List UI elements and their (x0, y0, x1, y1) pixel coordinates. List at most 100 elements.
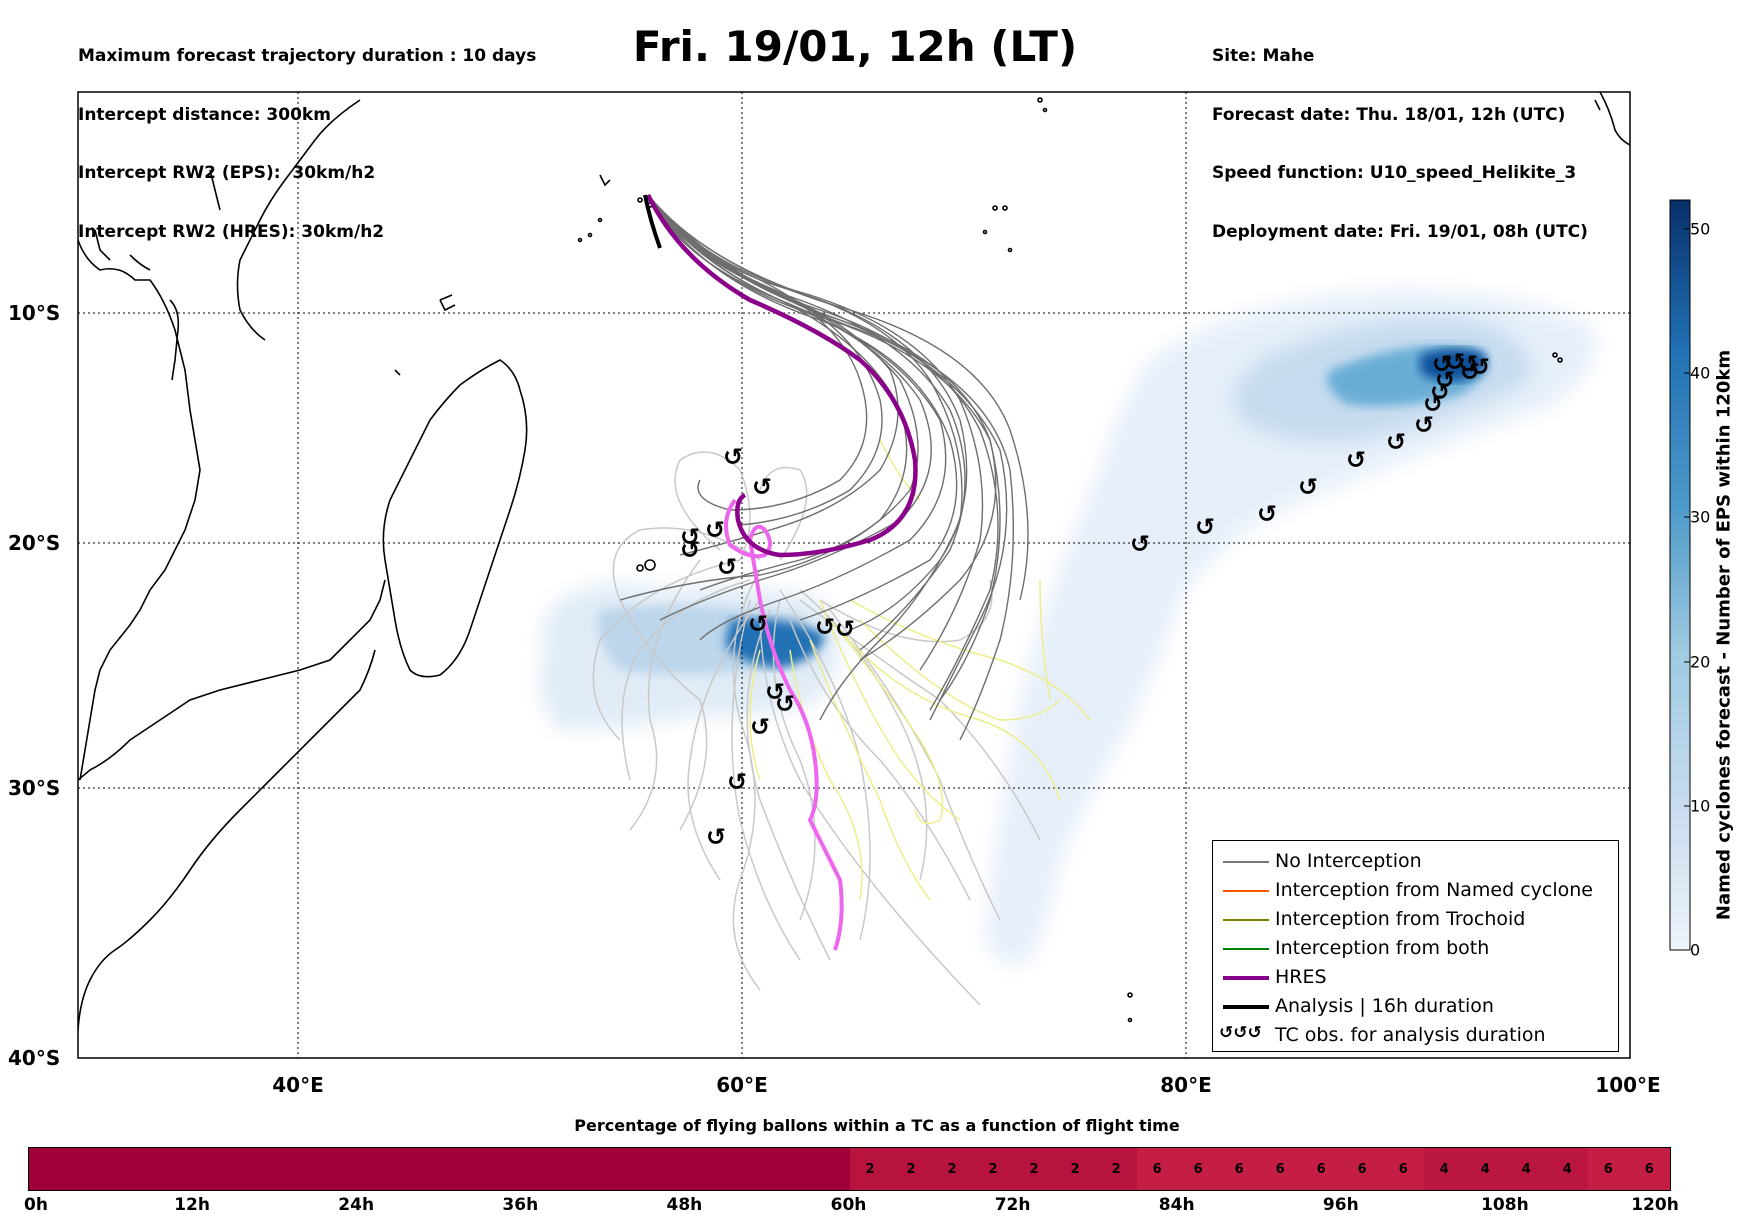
flight-time-hour-label: 48h (666, 1195, 703, 1215)
tc-obs-legend-icon: ↺↺↺ (1219, 1023, 1262, 1043)
legend-swatch (1223, 948, 1269, 950)
hres-pink-segment (724, 498, 844, 951)
tc-obs-symbol: ↺ (1195, 513, 1215, 541)
header-left-info: Maximum forecast trajectory duration : 1… (78, 8, 536, 262)
lon-label-40e: 40°E (272, 1073, 324, 1097)
legend-swatch (1223, 919, 1269, 921)
legend-label: No Interception (1275, 850, 1422, 872)
light-trajectories (592, 451, 1041, 1006)
site-line: Site: Mahe (1212, 46, 1315, 66)
cbar-tick-20: 20 (1690, 652, 1711, 672)
flight-time-segment: 2 (972, 1148, 1014, 1190)
tc-obs-symbol: ↺ (1458, 350, 1478, 378)
flight-time-segment: 2 (1013, 1148, 1055, 1190)
map-title: Fri. 19/01, 12h (LT) (632, 22, 1078, 71)
cbar-tick-0: 0 (1690, 940, 1701, 960)
legend-label: Interception from Trochoid (1275, 908, 1526, 930)
cbar-tick-50: 50 (1690, 219, 1711, 239)
map-frame (77, 91, 1631, 1059)
tc-obs-symbol: ↺ (1423, 390, 1443, 418)
yellow-trajectories (749, 439, 1091, 901)
legend-item-no-interception: No Interception (1213, 849, 1618, 875)
flight-time-hour-label: 36h (502, 1195, 539, 1215)
flight-time-segment: 4 (1505, 1148, 1547, 1190)
tc-obs-symbol: ↺ (1257, 500, 1277, 528)
lon-labels: 40°E 60°E 80°E 100°E (272, 1073, 1660, 1097)
analysis-track (643, 194, 662, 249)
lon-label-60e: 60°E (716, 1073, 768, 1097)
tc-obs-symbol: ↺ (775, 690, 795, 718)
tc-obs-symbol: ↺ (1470, 353, 1490, 381)
tc-obs-symbol: ↺ (1414, 411, 1434, 439)
legend-item-analysis: Analysis | 16h duration (1213, 994, 1618, 1020)
flight-time-segment: 6 (1382, 1148, 1424, 1190)
flight-time-segment: 2 (1054, 1148, 1096, 1190)
flight-time-hour-label: 96h (1322, 1195, 1359, 1215)
tc-obs-symbol: ↺ (815, 613, 835, 641)
tc-obs-symbol: ↺ (723, 443, 743, 471)
coastline (78, 92, 1630, 1031)
intercept-hres-line: Intercept RW2 (HRES): 30km/h2 (78, 221, 385, 242)
lat-label-10s: 10°S (8, 301, 60, 325)
tc-obs-symbol: ↺ (727, 768, 747, 796)
flight-time-hour-label: 84h (1158, 1195, 1195, 1215)
flight-time-bar-title: Percentage of flying ballons within a TC… (574, 1116, 1180, 1135)
flight-time-hour-label: 72h (994, 1195, 1031, 1215)
eps-colorbar-title: Named cyclones forecast - Number of EPS … (1713, 349, 1735, 921)
tc-obs-symbol: ↺ (765, 678, 785, 706)
flight-time-hour-label: 12h (174, 1195, 210, 1215)
flight-time-segment: 6 (1628, 1148, 1670, 1190)
flight-time-segment: 4 (1464, 1148, 1506, 1190)
flight-time-hour-label: 60h (830, 1195, 867, 1215)
max-duration-line: Maximum forecast trajectory duration : 1… (78, 46, 537, 66)
tc-obs-symbol: ↺ (1346, 446, 1366, 474)
legend-swatch (1223, 1005, 1269, 1009)
flight-time-segment: 2 (931, 1148, 973, 1190)
legend-label: HRES (1275, 966, 1327, 988)
tc-obs-symbol: ↺ (748, 610, 768, 638)
flight-time-segment: 6 (1136, 1148, 1178, 1190)
flight-time-segment: 2 (849, 1148, 891, 1190)
header-right-info: Site: Mahe Forecast date: Thu. 18/01, 12… (1212, 8, 1588, 262)
legend-label: Interception from Named cyclone (1275, 879, 1593, 901)
flight-time-hour-label: 108h (1481, 1195, 1529, 1215)
flight-time-segment: 4 (1546, 1148, 1588, 1190)
flight-time-segment: 6 (1587, 1148, 1629, 1190)
legend-item-tc-obs: ↺↺↺ TC obs. for analysis duration (1213, 1023, 1618, 1049)
lat-label-30s: 30°S (8, 776, 60, 800)
lat-labels: 10°S 20°S 30°S 40°S (8, 301, 60, 1070)
cbar-tick-10: 10 (1690, 796, 1711, 816)
lon-label-80e: 80°E (1160, 1073, 1212, 1097)
flight-time-segment (29, 1148, 850, 1190)
tc-obs-symbol: ↺ (1435, 366, 1455, 394)
intercept-distance-line: Intercept distance: 300km (78, 104, 331, 125)
tc-obs-symbol: ↺ (1430, 378, 1450, 406)
forecast-date-line: Forecast date: Thu. 18/01, 12h (UTC) (1212, 104, 1566, 125)
legend: No Interception Interception from Named … (1212, 840, 1619, 1052)
legend-item-both: Interception from both (1213, 936, 1618, 962)
legend-swatch (1223, 890, 1269, 892)
legend-label: TC obs. for analysis duration (1275, 1024, 1546, 1046)
flight-time-hour-label: 120h (1631, 1195, 1679, 1215)
legend-item-trochoid: Interception from Trochoid (1213, 907, 1618, 933)
legend-swatch (1223, 861, 1269, 863)
tc-obs-symbol: ↺ (706, 823, 726, 851)
flight-time-segment: 4 (1423, 1148, 1465, 1190)
legend-item-named-cyclone: Interception from Named cyclone (1213, 878, 1618, 904)
flight-time-segment: 6 (1218, 1148, 1260, 1190)
lon-label-100e: 100°E (1595, 1073, 1660, 1097)
eps-colorbar-ticks (1684, 228, 1690, 951)
tc-obs-symbol: ↺ (1298, 473, 1318, 501)
tc-obs-symbol: ↺ (752, 473, 772, 501)
legend-label: Interception from both (1275, 937, 1490, 959)
tc-obs-symbol: ↺ (1386, 428, 1406, 456)
tc-obs-symbol: ↺ (717, 553, 737, 581)
tc-obs-symbol: ↺ (1460, 358, 1480, 386)
flight-time-segment: 6 (1341, 1148, 1383, 1190)
legend-label: Analysis | 16h duration (1275, 995, 1494, 1017)
tc-obs-symbol: ↺ (1432, 350, 1452, 378)
speed-function-line: Speed function: U10_speed_Helikite_3 (1212, 163, 1577, 183)
flight-time-segment: 2 (890, 1148, 932, 1190)
tc-obs-symbol: ↺ (680, 523, 700, 551)
